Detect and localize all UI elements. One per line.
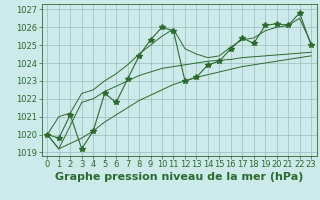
X-axis label: Graphe pression niveau de la mer (hPa): Graphe pression niveau de la mer (hPa)	[55, 172, 303, 182]
